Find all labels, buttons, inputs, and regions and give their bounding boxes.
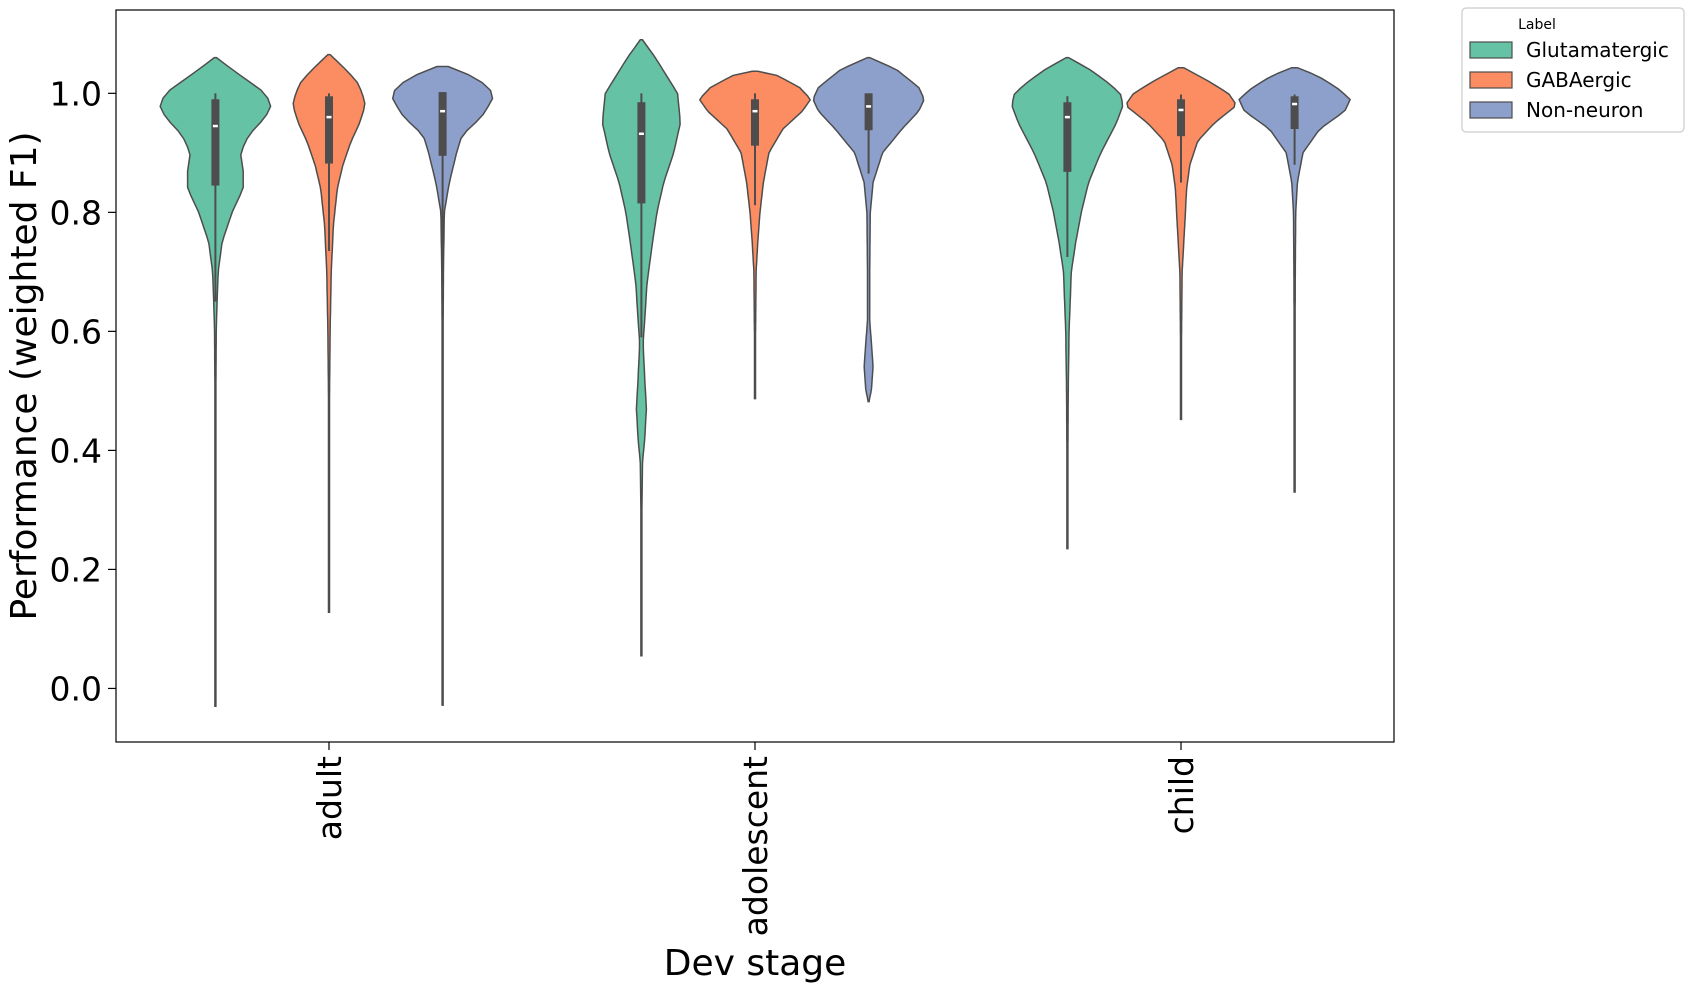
legend-label-non-neuron: Non-neuron [1526, 98, 1643, 122]
y-tick-label: 0.4 [50, 431, 102, 470]
violin-body [1238, 66, 1352, 493]
violin-body [698, 70, 812, 400]
violin-gabaergic-adolescent [698, 70, 812, 400]
violin-gabaergic-child [1126, 66, 1236, 421]
violin-glutamatergic-adult [159, 56, 272, 708]
violin-non-neuron-child [1238, 66, 1352, 493]
violin-gabaergic-adult [292, 53, 366, 614]
legend-swatch-gabaergic [1469, 71, 1513, 89]
legend-label-glutamatergic: Glutamatergic [1526, 38, 1669, 62]
violin-body [159, 56, 272, 708]
y-tick-label: 0.0 [50, 669, 102, 708]
legend-swatch-glutamatergic [1469, 41, 1513, 59]
violin-body [292, 53, 366, 614]
violin-body [812, 56, 925, 403]
violin-iqr-box [325, 96, 333, 164]
violin-body [601, 39, 681, 657]
violin-iqr-box [751, 99, 759, 146]
legend: Label Glutamatergic GABAergic Non-neuron [1461, 7, 1685, 133]
violin-iqr-box [211, 99, 220, 186]
y-tick-label: 0.6 [50, 312, 102, 351]
legend-title: Label [1518, 17, 1556, 33]
violin-iqr-box [1063, 102, 1072, 172]
violin-iqr-box [1177, 99, 1185, 137]
legend-swatch-non-neuron [1469, 101, 1513, 119]
violin-iqr-box [1290, 96, 1299, 130]
y-tick-label: 1.0 [50, 74, 102, 113]
y-axis-title: Performance (weighted F1) [4, 131, 45, 620]
violin-non-neuron-adolescent [812, 56, 925, 403]
violin-iqr-box [864, 93, 873, 131]
violin-glutamatergic-child [1011, 56, 1124, 550]
violin-iqr-box [438, 92, 447, 156]
axes: 0.0 0.2 0.4 0.6 0.8 1.0 adult adolescent child [50, 74, 1201, 936]
x-tick-label-adolescent: adolescent [736, 756, 775, 936]
plot-area [159, 39, 1352, 708]
x-axis-title: Dev stage [664, 943, 847, 984]
violin-body [391, 65, 494, 706]
violin-non-neuron-adult [391, 65, 494, 706]
violin-iqr-box [637, 102, 646, 204]
y-tick-label: 0.8 [50, 193, 102, 232]
y-tick-label: 0.2 [50, 550, 102, 589]
x-tick-label-adult: adult [310, 756, 349, 840]
x-tick-label-child: child [1162, 756, 1201, 834]
violin-body [1011, 56, 1124, 550]
legend-box [1461, 7, 1685, 133]
violin-glutamatergic-adolescent [601, 39, 681, 657]
legend-label-gabaergic: GABAergic [1526, 68, 1632, 92]
violin-body [1126, 66, 1236, 421]
